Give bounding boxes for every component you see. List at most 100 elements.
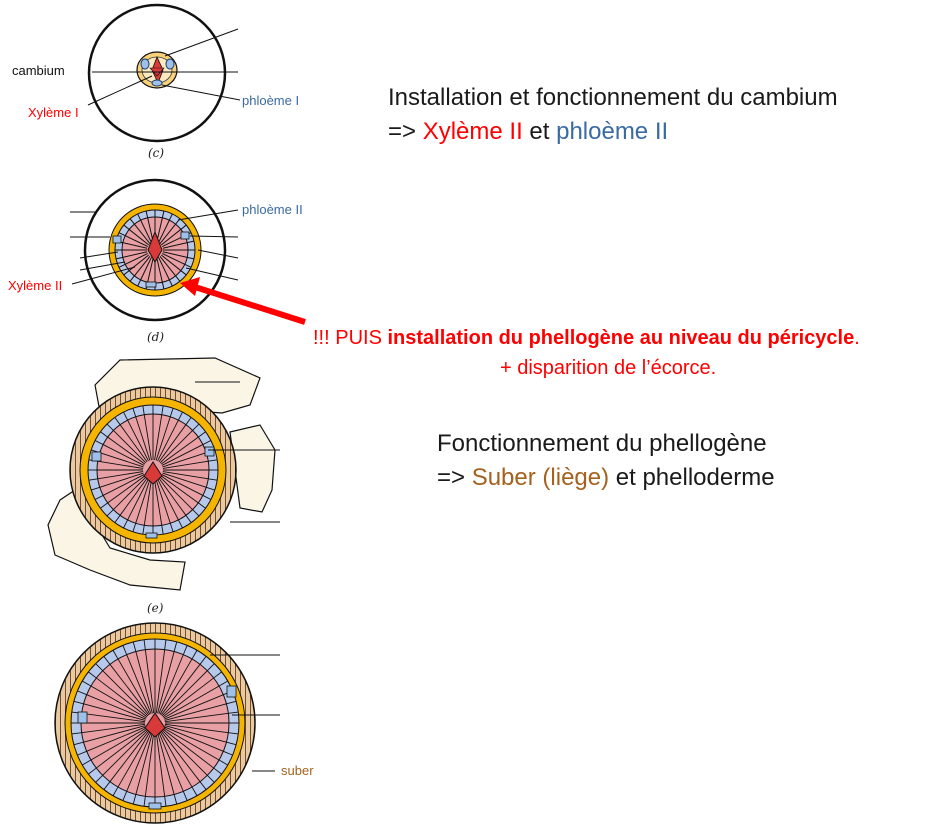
cambium-tick	[123, 224, 130, 230]
xylem-ray	[113, 476, 147, 510]
xylem-ray	[102, 670, 149, 717]
xylem-ray	[154, 414, 163, 461]
xylem-ray	[125, 235, 149, 247]
cambium-tick	[207, 775, 215, 783]
xylem-ray	[162, 242, 188, 249]
xylem-ray	[126, 732, 152, 792]
caption-e: (e)	[147, 601, 164, 615]
cambium-tick	[192, 509, 200, 517]
xylem-ray	[161, 729, 208, 776]
xylem-ray	[107, 475, 146, 504]
cambium-tick	[185, 515, 192, 523]
caption-c: (c)	[148, 146, 165, 160]
cambium-tick	[94, 440, 104, 445]
xylem-ray	[144, 649, 155, 714]
xylem-ray	[162, 728, 214, 769]
cambium-tick	[142, 525, 145, 535]
xylem-ray	[81, 712, 146, 723]
cambium-tick	[173, 794, 178, 805]
phello-suber: Suber (liège)	[471, 464, 610, 491]
cambium-tick	[226, 700, 237, 705]
xylem-ray	[96, 677, 148, 718]
xylem-ray	[158, 256, 170, 280]
cambium-tick	[145, 210, 149, 218]
cambium-tick	[103, 656, 111, 665]
xylem-ray	[155, 732, 166, 797]
xylem-ray	[159, 255, 176, 277]
cambium-tick	[118, 263, 126, 268]
cambium-tick	[223, 750, 233, 756]
xylem-ray	[140, 220, 152, 244]
phellogen-result: => Suber (liège) et phelloderme	[437, 462, 775, 494]
xylem-ray	[143, 414, 152, 461]
cambium-xylem: Xylème II	[422, 118, 523, 145]
cambium-tick	[199, 781, 207, 790]
cambium-tick	[123, 411, 128, 421]
cambium-tick	[129, 275, 135, 282]
cambium-tick	[94, 495, 104, 500]
xylem-ray	[117, 731, 151, 788]
xylem-ray	[96, 728, 148, 769]
cambium-phloem: phloème II	[556, 118, 669, 145]
cambium-tick	[180, 270, 187, 276]
xylem-ray	[162, 677, 214, 718]
cambium-tick	[132, 641, 137, 652]
caption-d: (d)	[147, 330, 165, 344]
label-cambium: cambium	[12, 63, 65, 78]
xylem-ray	[164, 725, 227, 743]
xylem-ray	[90, 727, 147, 761]
cambium-tick	[132, 523, 137, 532]
cambium-tick	[112, 650, 119, 660]
red-arrow	[180, 277, 306, 325]
cambium-tick	[218, 759, 228, 766]
xylem-ray	[128, 229, 150, 246]
xylem-ray	[83, 703, 146, 721]
cambium-tick	[122, 645, 128, 655]
cambium-tick	[187, 256, 195, 260]
cambium-tick	[187, 240, 195, 244]
cambium-tick	[184, 263, 192, 268]
xylem-ray	[160, 730, 201, 782]
cambium-tick	[106, 509, 114, 517]
cambium-tick	[161, 405, 164, 415]
xylem-ray	[157, 732, 175, 795]
xylem-ray	[158, 732, 184, 792]
xylem-ray	[119, 477, 148, 516]
cambium-tick	[77, 750, 87, 756]
cambium-tick	[213, 767, 222, 775]
cambium-tick	[199, 656, 207, 665]
xylem-ray	[163, 727, 220, 761]
cambium-tick	[103, 781, 111, 790]
cambium-result: => Xylème II et phloème II	[388, 116, 668, 148]
cambium-tick	[168, 279, 173, 287]
label-suber: suber	[281, 763, 314, 778]
xylem-ray	[164, 723, 229, 734]
cambium-tick	[123, 270, 130, 276]
xylem-ray	[157, 419, 179, 462]
figure-e	[47, 357, 280, 591]
xylem-ray	[102, 444, 145, 466]
cambium-tick	[202, 495, 212, 500]
cambium-tick	[122, 791, 128, 801]
cambium-tick	[100, 431, 108, 438]
xylem-ray	[113, 430, 147, 464]
cambium-tick	[95, 663, 103, 671]
xylem-ray	[164, 726, 224, 752]
xylem-ray	[160, 475, 199, 504]
cambium-tick	[198, 502, 206, 509]
cambium-tick	[82, 680, 92, 687]
cambium-tick	[137, 279, 142, 287]
xylem-ray	[157, 478, 179, 521]
xylem-ray	[162, 472, 207, 488]
xylem-ray	[161, 474, 204, 496]
warn-bold: installation du phellogène au niveau du …	[387, 327, 855, 349]
cambium-tick	[178, 411, 183, 421]
cambium-tick	[164, 796, 167, 807]
cambium-tick	[132, 408, 137, 417]
figure-d	[70, 178, 239, 322]
xylem-ray	[162, 460, 209, 469]
xylem-ray	[162, 471, 209, 480]
xylem-ray	[155, 479, 171, 524]
cambium-tick	[208, 459, 218, 462]
